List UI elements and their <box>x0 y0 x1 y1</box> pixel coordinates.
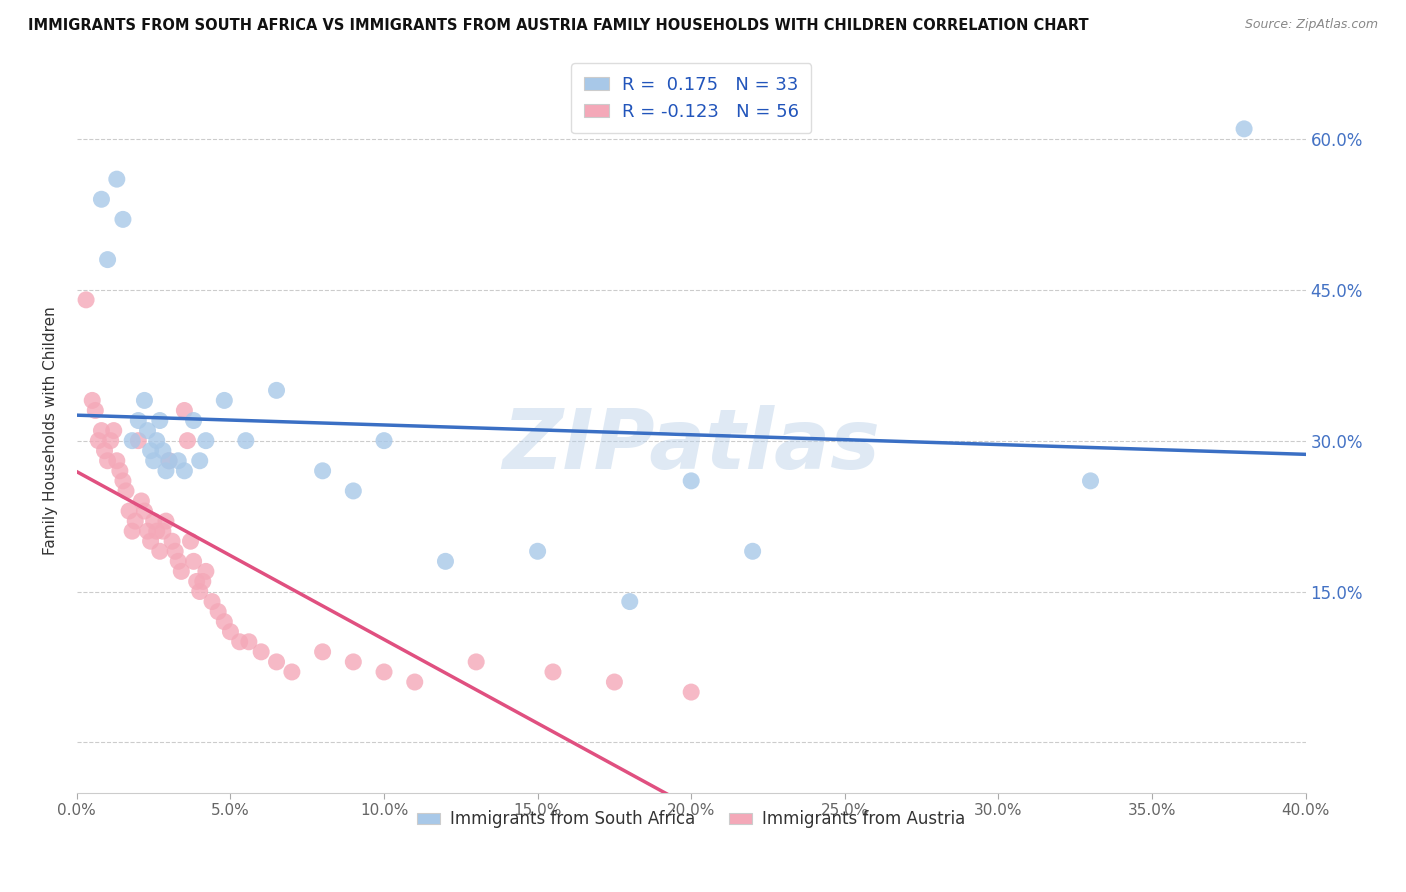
Point <box>311 645 333 659</box>
Point <box>131 494 153 508</box>
Point <box>108 464 131 478</box>
Point <box>373 434 395 448</box>
Point <box>149 544 172 558</box>
Point <box>342 655 364 669</box>
Point <box>165 544 187 558</box>
Point <box>201 594 224 608</box>
Point <box>1233 121 1256 136</box>
Point <box>266 655 288 669</box>
Point <box>111 212 134 227</box>
Point <box>194 434 217 448</box>
Point <box>121 524 143 538</box>
Point <box>145 434 167 448</box>
Point <box>97 252 120 267</box>
Point <box>84 403 107 417</box>
Point <box>142 454 165 468</box>
Point <box>152 524 174 538</box>
Point <box>434 554 457 568</box>
Point <box>167 454 190 468</box>
Point <box>82 393 104 408</box>
Point <box>145 524 167 538</box>
Point <box>136 524 159 538</box>
Point <box>142 514 165 528</box>
Point <box>214 615 236 629</box>
Point <box>139 443 162 458</box>
Point <box>170 565 193 579</box>
Point <box>214 393 236 408</box>
Point <box>1080 474 1102 488</box>
Point <box>75 293 97 307</box>
Point <box>188 454 211 468</box>
Point <box>681 685 703 699</box>
Point <box>105 172 128 186</box>
Point <box>526 544 548 558</box>
Point <box>155 514 177 528</box>
Point <box>194 565 217 579</box>
Point <box>191 574 214 589</box>
Point <box>741 544 763 558</box>
Point <box>238 634 260 648</box>
Point <box>152 443 174 458</box>
Point <box>186 574 208 589</box>
Point <box>124 514 146 528</box>
Point <box>111 474 134 488</box>
Point <box>121 434 143 448</box>
Point <box>404 675 426 690</box>
Text: ZIPatlas: ZIPatlas <box>502 405 880 485</box>
Point <box>157 454 180 468</box>
Point <box>373 665 395 679</box>
Point <box>183 554 205 568</box>
Point <box>219 624 242 639</box>
Point <box>136 424 159 438</box>
Point <box>100 434 122 448</box>
Point <box>207 605 229 619</box>
Point <box>173 464 195 478</box>
Point <box>118 504 141 518</box>
Point <box>250 645 273 659</box>
Point <box>93 443 115 458</box>
Point <box>105 454 128 468</box>
Point <box>180 534 202 549</box>
Point <box>603 675 626 690</box>
Point <box>157 454 180 468</box>
Point <box>103 424 125 438</box>
Point <box>266 384 288 398</box>
Point <box>127 413 149 427</box>
Point <box>167 554 190 568</box>
Point <box>619 594 641 608</box>
Point <box>541 665 564 679</box>
Point <box>173 403 195 417</box>
Point <box>97 454 120 468</box>
Point <box>90 424 112 438</box>
Point <box>127 434 149 448</box>
Point <box>465 655 488 669</box>
Point <box>149 413 172 427</box>
Point <box>183 413 205 427</box>
Text: Source: ZipAtlas.com: Source: ZipAtlas.com <box>1244 18 1378 31</box>
Point <box>281 665 304 679</box>
Point <box>160 534 183 549</box>
Text: IMMIGRANTS FROM SOUTH AFRICA VS IMMIGRANTS FROM AUSTRIA FAMILY HOUSEHOLDS WITH C: IMMIGRANTS FROM SOUTH AFRICA VS IMMIGRAN… <box>28 18 1088 33</box>
Point <box>188 584 211 599</box>
Point <box>139 534 162 549</box>
Point <box>115 483 138 498</box>
Point <box>134 504 156 518</box>
Point <box>87 434 110 448</box>
Legend: Immigrants from South Africa, Immigrants from Austria: Immigrants from South Africa, Immigrants… <box>411 804 972 835</box>
Point <box>90 192 112 206</box>
Point <box>155 464 177 478</box>
Point <box>342 483 364 498</box>
Point <box>311 464 333 478</box>
Point <box>681 474 703 488</box>
Y-axis label: Family Households with Children: Family Households with Children <box>44 306 58 555</box>
Point <box>228 634 250 648</box>
Point <box>134 393 156 408</box>
Point <box>235 434 257 448</box>
Point <box>176 434 198 448</box>
